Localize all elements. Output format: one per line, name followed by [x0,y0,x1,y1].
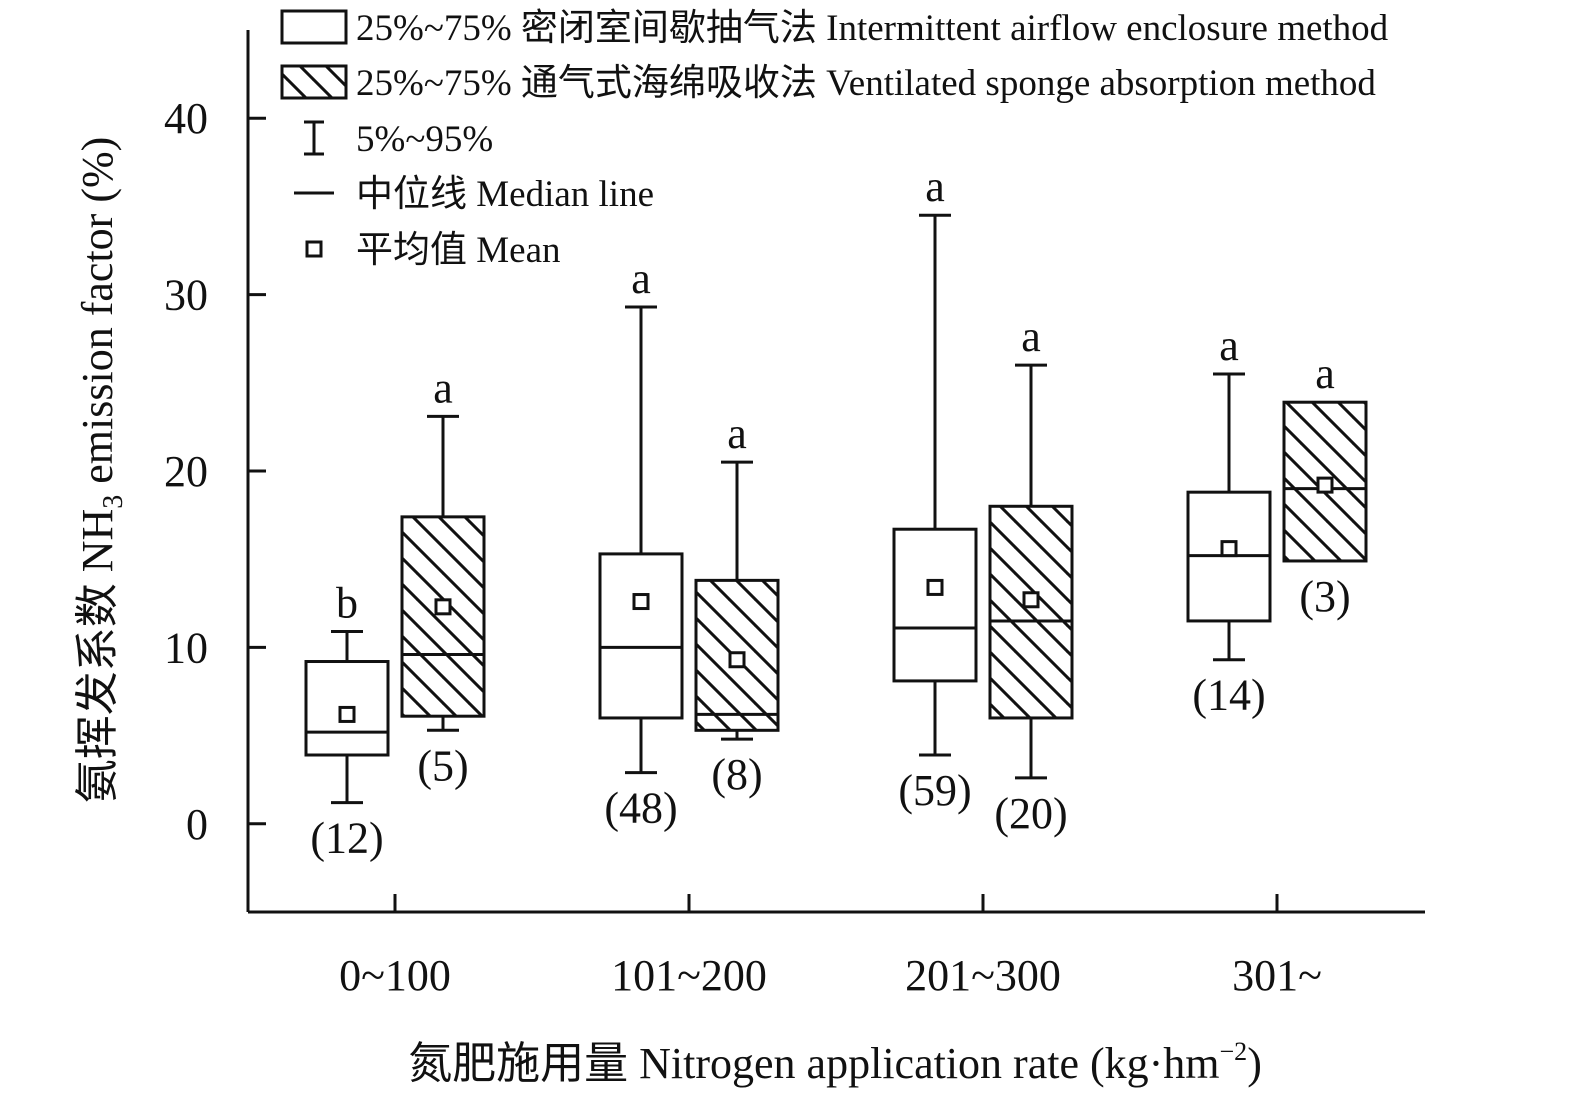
legend: 25%~75% 密闭室间歇抽气法 Intermittent airflow en… [280,7,1389,271]
mean-marker [632,593,650,611]
mean-marker [1316,476,1334,494]
legend-label-whisker: 5%~95% [356,119,493,160]
x-axis-ticks: 0~100 101~200 201~300 301~ [339,894,1322,1000]
y-tick-label: 0 [186,800,208,849]
significance-letter: b [336,579,358,628]
mean-marker [338,705,356,723]
box-ventilated-2: a (20) [988,312,1074,838]
legend-swatch-ventilated [280,64,348,100]
x-axis-title: 氮肥施用量 Nitrogen application rate (kg·hm−2… [408,1037,1262,1088]
sample-size-label: (8) [711,750,762,799]
x-tick-label: 0~100 [339,951,451,1000]
legend-label-mean: 平均值 Mean [356,230,561,271]
x-axis-title-main: 氮肥施用量 Nitrogen application rate (kg·hm [408,1039,1219,1088]
sample-size-label: (48) [604,784,677,833]
y-axis-ticks: 0 10 20 30 40 [164,94,266,849]
iqr-box [892,527,978,683]
mean-marker [728,651,746,669]
mean-marker [926,578,944,596]
y-tick-label: 30 [164,271,208,320]
x-tick-label: 101~200 [611,951,767,1000]
x-axis-title-superscript: −2 [1220,1037,1248,1066]
legend-label-median: 中位线 Median line [356,173,654,215]
significance-letter: a [1315,349,1335,398]
mean-marker [1022,591,1040,609]
sample-size-label: (59) [898,766,971,815]
box-intermittent-3: a (14) [1186,321,1272,720]
significance-letter: a [1021,312,1041,361]
y-axis-title: 氨挥发系数 NH3 emission factor (%) [73,137,129,804]
mean-marker [434,598,452,616]
box-ventilated-3: a (3) [1282,349,1368,621]
y-axis-title-subscript: 3 [98,495,129,509]
box-ventilated-1: a (8) [694,409,780,799]
x-tick-label: 201~300 [905,951,1061,1000]
legend-mean-icon [305,240,323,258]
significance-letter: a [433,363,453,412]
significance-letter: a [727,409,747,458]
significance-letter: a [1219,321,1239,370]
sample-size-label: (5) [417,741,468,790]
x-tick-label: 301~ [1232,951,1322,1000]
sample-size-label: (20) [994,789,1067,838]
iqr-box [598,552,684,720]
y-tick-label: 20 [164,447,208,496]
iqr-box [400,515,486,718]
sample-size-label: (3) [1299,572,1350,621]
y-tick-label: 10 [164,623,208,672]
y-axis-title-en: emission factor (%) [73,137,122,495]
significance-letter: a [925,162,945,211]
legend-label-ventilated: 25%~75% 通气式海绵吸收法 Ventilated sponge absor… [356,62,1376,104]
box-intermittent-0: b (12) [304,579,390,863]
x-axis-title-end: ) [1247,1039,1262,1088]
sample-size-label: (12) [310,814,383,863]
box-ventilated-0: a (5) [400,363,486,790]
legend-swatch-intermittent [280,9,348,45]
sample-size-label: (14) [1192,671,1265,720]
box-series: b (12) a (48) a (59) a (14) a (5) a (8) a (20) a (3) [304,162,1368,863]
y-axis-title-cn: 氨挥发系数 NH [73,509,122,804]
box-intermittent-2: a (59) [892,162,978,815]
significance-letter: a [631,254,651,303]
y-tick-label: 40 [164,94,208,143]
iqr-box [988,504,1074,720]
mean-marker [1220,540,1238,558]
box-intermittent-1: a (48) [598,254,684,833]
legend-label-intermittent: 25%~75% 密闭室间歇抽气法 Intermittent airflow en… [356,7,1389,49]
